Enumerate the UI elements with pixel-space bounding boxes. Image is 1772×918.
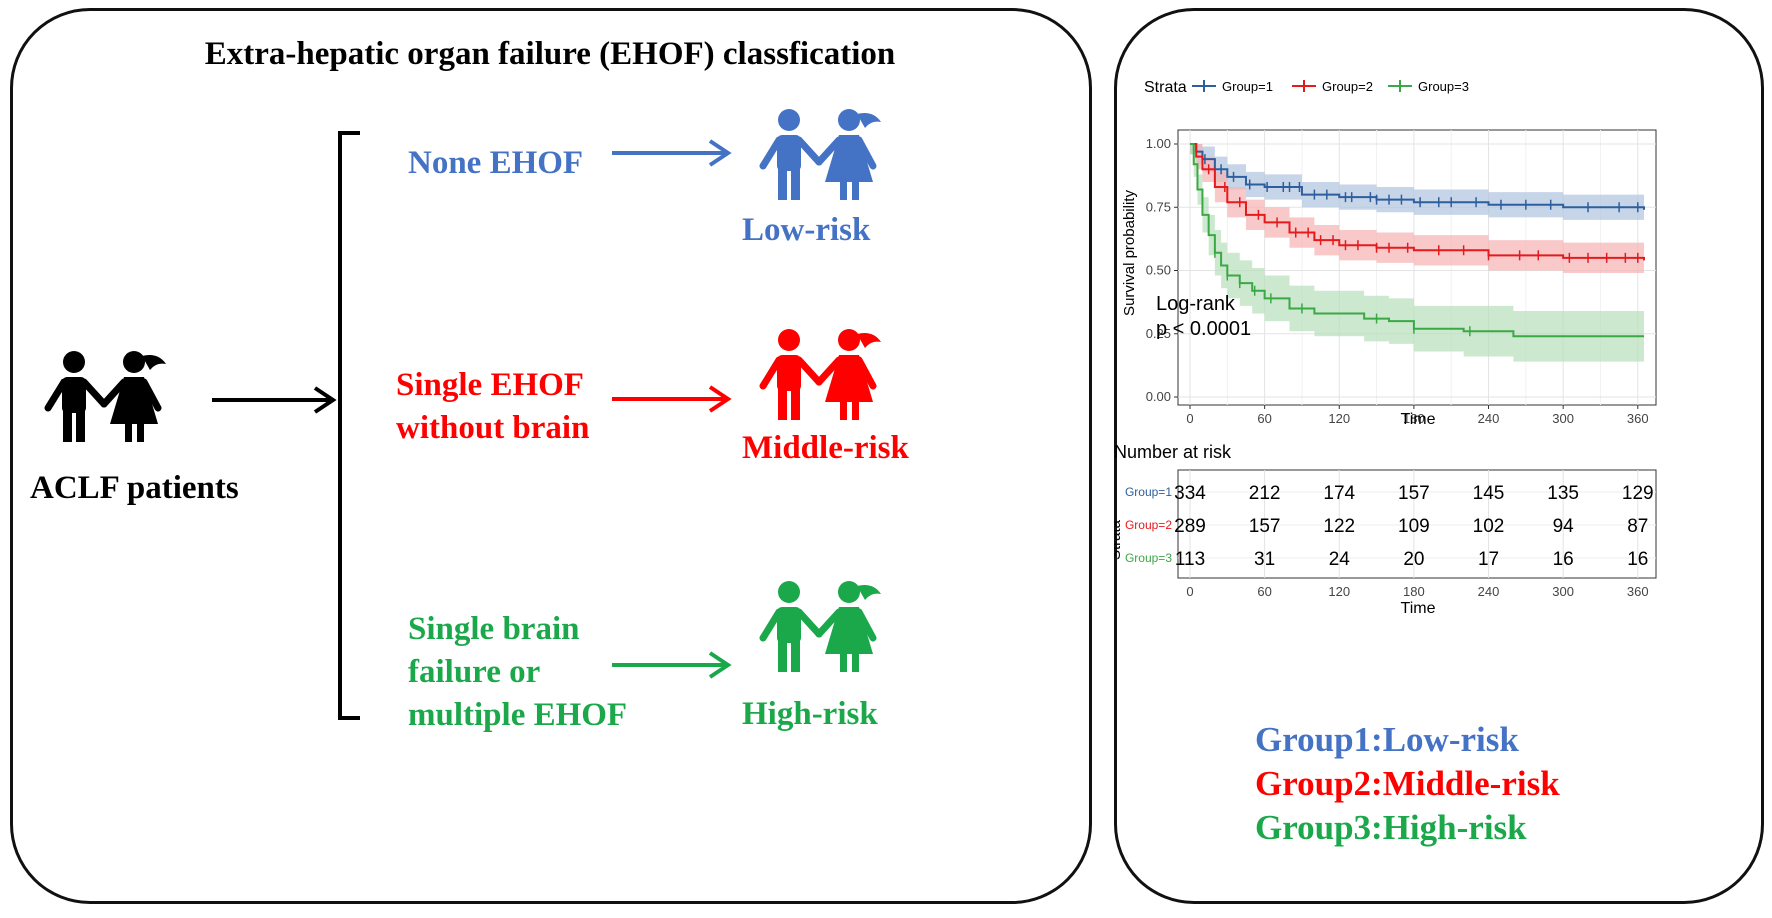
risk-row-label: Group=1 (1125, 485, 1172, 499)
legend-label: Group=1 (1222, 79, 1273, 94)
arrow-right-icon (612, 651, 732, 679)
survival-chart: Strata Group=1 Group=2 Group=3 0 60 120 180 24… (1114, 79, 1657, 617)
plot-panel: 0 60 120 180 240 300 360 0.00 0.25 0.50 0.75 1.00 (1146, 129, 1657, 426)
risk-x-tick-label: 240 (1478, 584, 1500, 599)
risk-x-tick-label: 180 (1403, 584, 1425, 599)
group-label-low: Group1:Low-risk (1255, 720, 1519, 759)
risk-count: 94 (1553, 516, 1575, 537)
risk-count: 334 (1174, 483, 1206, 504)
risk-table: Group=1 334 212 174 157 145 135 129 Group=2 289 15… (1125, 469, 1657, 599)
logrank-line2: p < 0.0001 (1156, 318, 1251, 340)
risk-count: 87 (1627, 516, 1648, 537)
risk-count: 129 (1622, 483, 1654, 504)
survival-curve-3 (1190, 143, 1644, 338)
legend-title: Strata (1144, 79, 1187, 96)
risk-table-y-title: Strata (1114, 519, 1124, 560)
classification-title: Extra-hepatic organ failure (EHOF) class… (204, 36, 896, 72)
y-tick-label: 0.25 (1146, 326, 1171, 341)
criterion-brain-multiple: Single brain failure or multiple EHOF (408, 611, 628, 733)
risk-count: 16 (1627, 549, 1648, 570)
survival-curve-1 (1190, 143, 1645, 210)
arrow-right-icon (612, 385, 732, 413)
logrank-line1: Log-rank (1156, 293, 1236, 315)
risk-count: 16 (1553, 549, 1574, 570)
y-axis-title: Survival probability (1121, 190, 1138, 316)
legend: Strata Group=1 Group=2 Group=3 (1144, 79, 1469, 96)
confidence-band-2 (1190, 144, 1644, 276)
risk-count: 31 (1254, 549, 1275, 570)
x-tick-label: 300 (1552, 411, 1574, 426)
risk-label-middle: Middle-risk (742, 430, 909, 466)
x-tick-label: 120 (1328, 411, 1350, 426)
children-pair-icon (44, 351, 166, 442)
risk-count: 157 (1398, 483, 1430, 504)
bracket-icon (338, 131, 360, 720)
risk-count: 174 (1323, 483, 1355, 504)
x-tick-label: 360 (1627, 411, 1649, 426)
group-label-middle: Group2:Middle-risk (1255, 764, 1560, 803)
risk-x-tick-label: 360 (1627, 584, 1649, 599)
risk-count: 17 (1478, 549, 1499, 570)
risk-label-low: Low-risk (742, 212, 871, 248)
x-tick-label: 240 (1478, 411, 1500, 426)
risk-x-tick-label: 300 (1552, 584, 1574, 599)
legend-label: Group=2 (1322, 79, 1373, 94)
legend-label: Group=3 (1418, 79, 1469, 94)
criterion-single-ehof: Single EHOF without brain (396, 367, 590, 446)
risk-count: 24 (1329, 549, 1351, 570)
arrow-right-icon (212, 386, 337, 414)
x-axis-title: Time (1401, 411, 1436, 428)
risk-table-title: Number at risk (1114, 442, 1232, 462)
risk-row-label: Group=2 (1125, 518, 1172, 532)
children-pair-icon (759, 329, 881, 420)
risk-count: 289 (1174, 516, 1206, 537)
risk-count: 102 (1473, 516, 1505, 537)
risk-row-label: Group=3 (1125, 551, 1172, 565)
risk-label-high: High-risk (742, 696, 878, 732)
risk-count: 212 (1249, 483, 1281, 504)
y-tick-label: 0.00 (1146, 389, 1171, 404)
risk-x-tick-label: 60 (1257, 584, 1271, 599)
risk-count: 109 (1398, 516, 1430, 537)
arrow-right-icon (612, 139, 732, 167)
risk-count: 135 (1547, 483, 1579, 504)
survival-panel (1114, 8, 1764, 904)
y-tick-label: 0.50 (1146, 263, 1171, 278)
y-tick-label: 0.75 (1146, 199, 1171, 214)
classification-panel (10, 8, 1092, 904)
risk-table-x-title: Time (1401, 600, 1436, 617)
risk-count: 157 (1249, 516, 1281, 537)
x-tick-label: 0 (1186, 411, 1193, 426)
x-tick-label: 60 (1257, 411, 1271, 426)
x-tick-label: 180 (1403, 411, 1425, 426)
risk-count: 20 (1403, 549, 1424, 570)
children-pair-icon (759, 581, 881, 672)
y-tick-label: 1.00 (1146, 136, 1171, 151)
risk-count: 145 (1473, 483, 1505, 504)
risk-x-tick-label: 0 (1186, 584, 1193, 599)
group-label-high: Group3:High-risk (1255, 808, 1527, 847)
criterion-none-ehof: None EHOF (408, 145, 584, 181)
confidence-band-1 (1190, 144, 1644, 223)
risk-count: 113 (1175, 549, 1205, 570)
patients-label: ACLF patients (30, 470, 239, 506)
risk-count: 122 (1323, 516, 1355, 537)
children-pair-icon (759, 109, 881, 200)
risk-x-tick-label: 120 (1328, 584, 1350, 599)
confidence-band-3 (1190, 144, 1644, 362)
